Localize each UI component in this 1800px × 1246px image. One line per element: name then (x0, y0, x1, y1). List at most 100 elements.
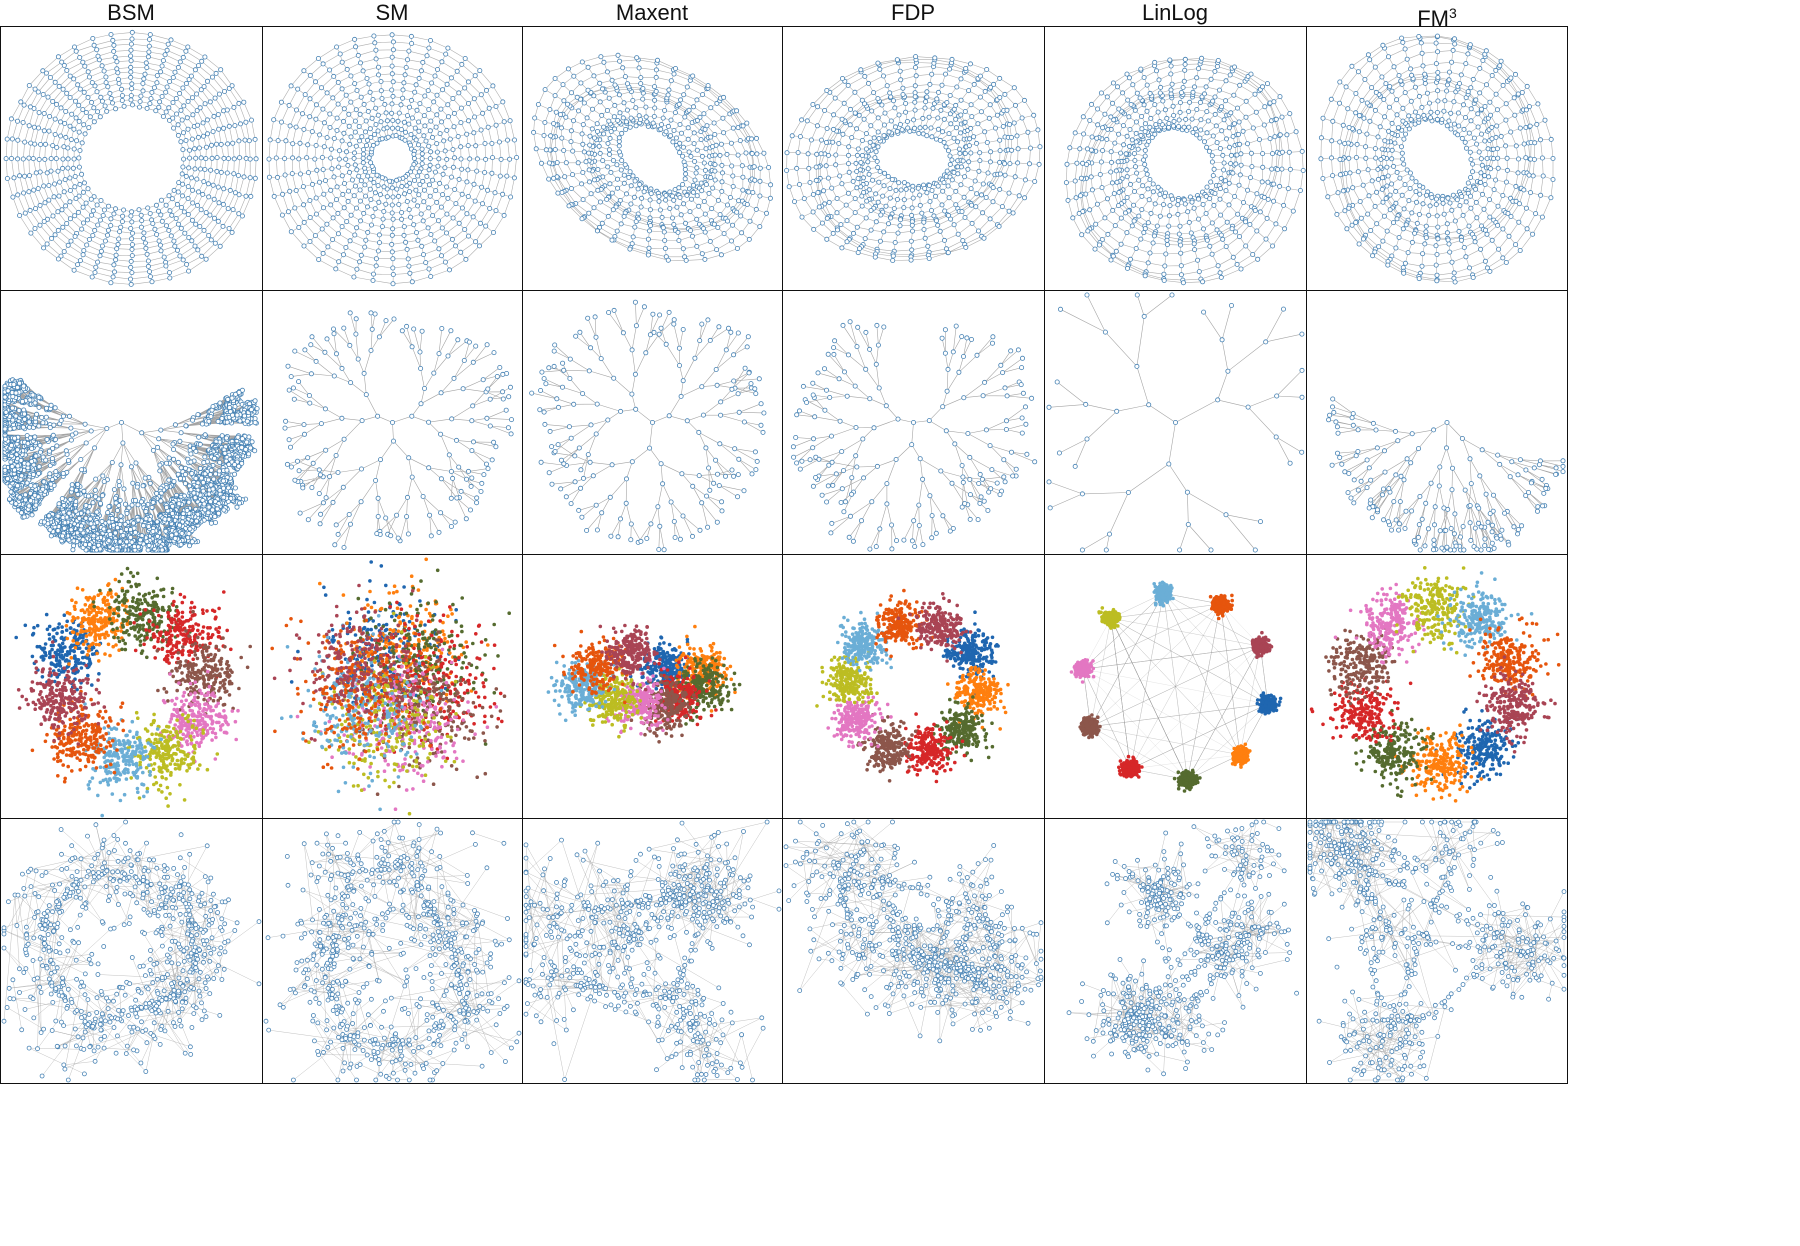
node-layer (3, 29, 259, 287)
cluster-group (112, 710, 220, 808)
cell-torus-maxent (522, 26, 783, 291)
column-title-fdp: FDP (782, 0, 1044, 26)
cell-torus-sm (262, 26, 523, 291)
cell-network-bsm (0, 818, 263, 1084)
cluster-node-layer (815, 588, 1010, 784)
node-layer (1318, 33, 1556, 285)
cluster-group (1255, 691, 1283, 716)
cluster-group (159, 669, 240, 764)
network-graph-drawing (1066, 819, 1300, 1077)
torus-graph-drawing (1318, 33, 1556, 285)
node-layer (1307, 819, 1567, 1083)
cluster-group (629, 673, 697, 744)
network-graph-drawing (1307, 819, 1567, 1083)
cluster-group (132, 590, 233, 679)
cluster-group (1172, 768, 1202, 793)
clusters-graph-drawing (270, 557, 511, 816)
tree-graph-drawing (1046, 292, 1305, 553)
cluster-node-layer (1309, 566, 1561, 803)
column-title-text: Maxent (616, 0, 688, 25)
cluster-group (598, 623, 662, 692)
node-layer (1326, 396, 1566, 553)
cluster-group (1394, 566, 1476, 655)
cluster-group (1152, 580, 1175, 608)
cell-clusters-maxent (522, 554, 783, 819)
cluster-group (946, 665, 1010, 731)
cell-torus-bsm (0, 26, 263, 291)
cell-network-fdp (782, 818, 1045, 1084)
torus-graph-drawing (1063, 55, 1306, 286)
cluster-group (1117, 754, 1144, 779)
column-title-text: FDP (891, 0, 935, 25)
edge-layer (284, 312, 512, 548)
cluster-group (1309, 676, 1413, 744)
cell-network-fm (1306, 818, 1568, 1084)
cell-tree-sm (262, 290, 523, 555)
node-layer (1, 819, 262, 1083)
node-layer (266, 32, 520, 287)
column-title-sm: SM (262, 0, 522, 26)
network-graph-drawing (523, 819, 782, 1083)
cell-tree-bsm (0, 290, 263, 555)
torus-graph-drawing (784, 54, 1043, 263)
node-layer (529, 299, 767, 553)
edge-layer (793, 321, 1035, 550)
column-title-text: LinLog (1142, 0, 1208, 25)
cluster-group (16, 640, 107, 746)
cluster-group (64, 577, 131, 666)
column-title-superscript: 3 (1449, 5, 1457, 21)
cell-clusters-fm (1306, 554, 1568, 819)
column-title-text: BSM (107, 0, 155, 25)
cluster-node-layer (546, 623, 742, 744)
node-layer (263, 819, 522, 1083)
cell-clusters-linlog (1044, 554, 1307, 819)
tree-graph-drawing (2, 377, 260, 553)
clusters-graph-drawing (815, 588, 1010, 784)
cell-clusters-fdp (782, 554, 1045, 819)
cluster-group (896, 592, 973, 663)
cluster-group (1097, 606, 1122, 630)
cell-torus-linlog (1044, 26, 1307, 291)
cell-clusters-bsm (0, 554, 263, 819)
node-layer (523, 819, 782, 1083)
torus-graph-drawing (3, 29, 259, 287)
edge-layer (525, 821, 780, 1081)
cluster-group (1475, 655, 1557, 754)
column-title-maxent: Maxent (522, 0, 782, 26)
column-title-fm: FM3 (1306, 0, 1568, 31)
node-layer (1066, 819, 1300, 1077)
clusters-graph-drawing (1309, 566, 1561, 803)
cluster-group (272, 583, 436, 742)
column-title-text: SM (376, 0, 409, 25)
tree-graph-drawing (790, 319, 1038, 552)
network-graph-drawing (1, 819, 262, 1083)
tree-graph-drawing (282, 310, 514, 550)
cluster-group (1434, 707, 1521, 790)
tree-graph-drawing (1326, 396, 1566, 553)
cluster-node-layer (1069, 580, 1283, 793)
layout-comparison-grid (0, 26, 1800, 1245)
cell-network-sm (262, 818, 523, 1084)
cluster-group (1069, 658, 1096, 684)
node-layer (1046, 292, 1305, 553)
cluster-group (836, 610, 893, 673)
node-layer (783, 819, 1044, 1044)
clusters-graph-drawing (1069, 580, 1283, 793)
network-graph-drawing (783, 819, 1044, 1044)
edge-layer (531, 302, 764, 550)
clusters-graph-drawing (546, 623, 742, 744)
cell-tree-linlog (1044, 290, 1307, 555)
node-layer (282, 310, 514, 550)
clusters-graph-drawing (14, 566, 252, 818)
column-title-linlog: LinLog (1044, 0, 1306, 26)
node-layer (784, 54, 1043, 263)
cell-torus-fdp (782, 26, 1045, 291)
cell-clusters-sm (262, 554, 523, 819)
cell-torus-fm (1306, 26, 1568, 291)
cluster-group (1078, 713, 1102, 740)
node-layer (1063, 55, 1306, 286)
node-layer (2, 377, 260, 553)
cluster-group (1436, 571, 1534, 661)
cluster-group (874, 588, 937, 659)
cluster-group (270, 606, 443, 771)
